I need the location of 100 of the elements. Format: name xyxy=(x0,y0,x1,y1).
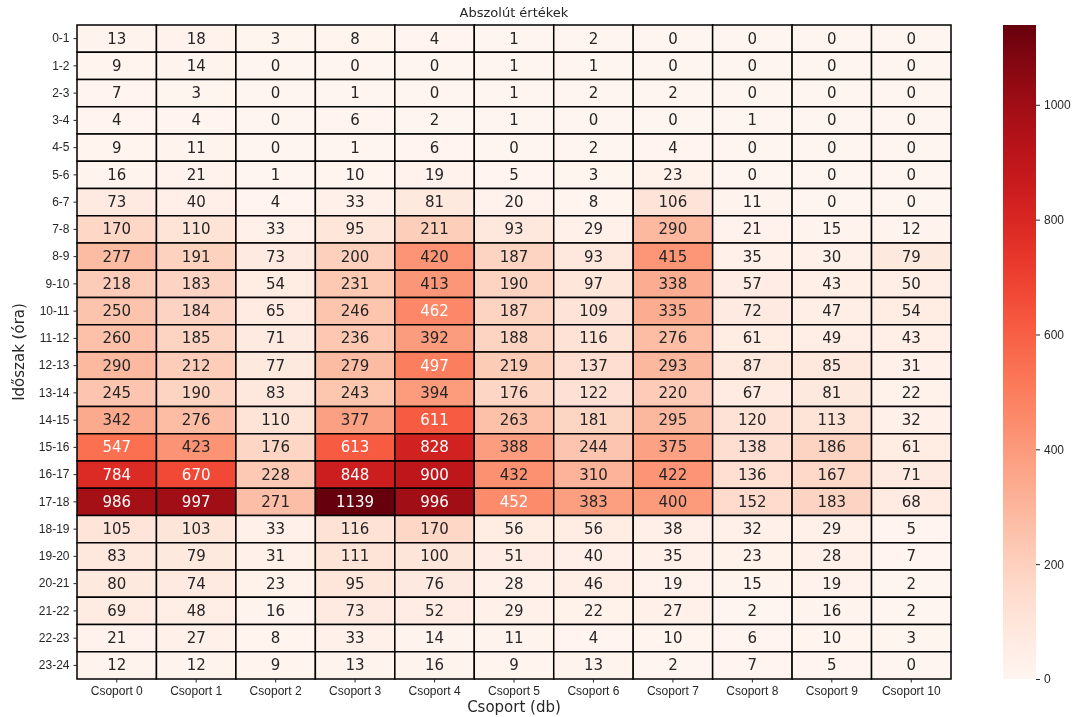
data-label: 0 xyxy=(906,193,917,212)
data-label: 40 xyxy=(583,547,603,566)
data-label: 185 xyxy=(181,329,211,348)
data-label: 190 xyxy=(181,383,211,402)
data-label: 1 xyxy=(509,111,519,130)
data-label: 32 xyxy=(901,411,921,430)
color-bar-label: 200 xyxy=(1044,557,1065,572)
data-label: 176 xyxy=(261,438,290,457)
data-label: 11 xyxy=(186,138,206,157)
data-label: 0 xyxy=(747,29,758,48)
data-label: 106 xyxy=(658,193,688,212)
y-tick-label: 9-10 xyxy=(45,276,70,291)
chart-title: Abszolút értékek xyxy=(459,5,569,20)
data-label: 15 xyxy=(822,220,842,239)
data-label: 1 xyxy=(509,56,519,75)
data-label: 27 xyxy=(663,601,683,620)
x-tick-label: Csoport 6 xyxy=(567,684,620,699)
data-label: 27 xyxy=(186,629,206,648)
data-label: 0 xyxy=(827,138,837,157)
data-label: 2 xyxy=(429,111,440,130)
data-label: 19 xyxy=(822,574,842,593)
y-tick-label: 21-22 xyxy=(38,603,70,618)
data-label: 400 xyxy=(658,492,688,511)
data-label: 76 xyxy=(425,574,445,593)
data-label: 2 xyxy=(747,601,758,620)
y-tick-label: 16-17 xyxy=(38,467,70,482)
data-label: 4 xyxy=(588,629,599,648)
data-label: 279 xyxy=(340,356,370,375)
data-label: 0 xyxy=(509,138,519,157)
x-tick-label: Csoport 10 xyxy=(881,684,941,699)
data-label: 187 xyxy=(499,247,529,266)
data-label: 110 xyxy=(181,220,211,239)
data-label: 2 xyxy=(588,84,599,103)
data-label: 79 xyxy=(901,247,921,266)
data-label: 73 xyxy=(266,247,286,266)
data-label: 16 xyxy=(822,601,842,620)
data-label: 46 xyxy=(583,574,603,593)
data-label: 116 xyxy=(340,520,370,539)
data-label: 23 xyxy=(742,547,762,566)
data-label: 97 xyxy=(583,274,603,293)
data-label: 276 xyxy=(658,329,688,348)
data-label: 219 xyxy=(499,356,529,375)
data-label: 383 xyxy=(579,492,608,511)
data-label: 0 xyxy=(906,165,917,184)
data-label: 21 xyxy=(742,220,762,239)
data-label: 220 xyxy=(658,383,688,402)
data-label: 295 xyxy=(658,411,688,430)
data-label: 422 xyxy=(658,465,688,484)
data-label: 72 xyxy=(742,302,762,321)
data-label: 22 xyxy=(901,383,921,402)
color-bar-label: 1000 xyxy=(1044,98,1072,113)
data-label: 11 xyxy=(742,193,762,212)
data-label: 111 xyxy=(340,547,370,566)
data-label: 1 xyxy=(350,138,360,157)
data-label: 2 xyxy=(588,138,599,157)
data-label: 394 xyxy=(420,383,449,402)
x-tick-label: Csoport 2 xyxy=(249,684,302,699)
data-label: 13 xyxy=(107,29,127,48)
data-label: 13 xyxy=(583,656,603,675)
data-label: 116 xyxy=(579,329,608,348)
data-label: 218 xyxy=(102,274,132,293)
y-tick-label: 17-18 xyxy=(38,494,70,509)
data-label: 335 xyxy=(658,302,688,321)
data-label: 0 xyxy=(827,193,837,212)
data-label: 54 xyxy=(266,274,286,293)
data-label: 997 xyxy=(181,492,211,511)
data-label: 0 xyxy=(827,84,837,103)
data-label: 413 xyxy=(420,274,449,293)
data-label: 19 xyxy=(425,165,445,184)
data-label: 31 xyxy=(266,547,286,566)
y-tick-label: 20-21 xyxy=(38,576,70,591)
data-label: 110 xyxy=(261,411,290,430)
data-label: 85 xyxy=(822,356,842,375)
data-label: 228 xyxy=(261,465,290,484)
data-label: 1 xyxy=(270,165,281,184)
data-label: 246 xyxy=(340,302,370,321)
data-label: 0 xyxy=(827,29,837,48)
data-label: 3 xyxy=(906,629,917,648)
data-label: 28 xyxy=(822,547,842,566)
data-label: 68 xyxy=(901,492,921,511)
data-label: 392 xyxy=(420,329,449,348)
data-label: 21 xyxy=(186,165,206,184)
y-tick-label: 22-23 xyxy=(38,630,70,645)
data-label: 170 xyxy=(102,220,132,239)
data-label: 0 xyxy=(270,56,281,75)
data-label: 613 xyxy=(340,438,370,457)
data-label: 87 xyxy=(742,356,762,375)
data-label: 16 xyxy=(425,656,445,675)
data-label: 56 xyxy=(504,520,524,539)
data-label: 6 xyxy=(350,111,360,130)
data-label: 29 xyxy=(822,520,842,539)
data-label: 784 xyxy=(102,465,132,484)
data-label: 243 xyxy=(340,383,370,402)
y-tick-label: 7-8 xyxy=(52,222,70,237)
data-label: 670 xyxy=(181,465,211,484)
data-label: 4 xyxy=(111,111,122,130)
data-label: 191 xyxy=(181,247,211,266)
data-label: 52 xyxy=(425,601,445,620)
data-label: 65 xyxy=(266,302,286,321)
color-bar-label: 0 xyxy=(1044,672,1051,687)
